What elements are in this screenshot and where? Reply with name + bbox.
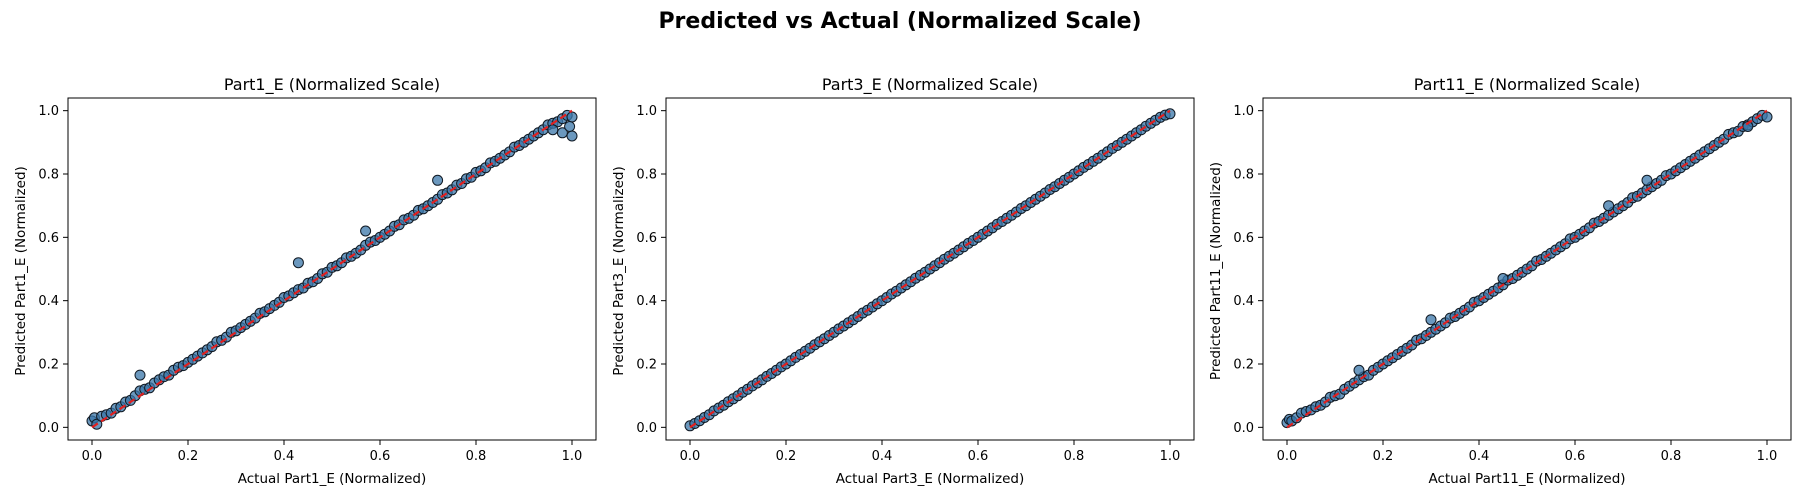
y-tick-label: 1.0 [1233, 104, 1254, 119]
x-axis-label: Actual Part11_E (Normalized) [1428, 471, 1625, 487]
axes-frame [1262, 97, 1792, 441]
data-point [1603, 200, 1615, 212]
data-point [566, 130, 578, 142]
axes-frame [67, 97, 597, 441]
data-point [292, 257, 304, 269]
y-axis-label: Predicted Part11_E (Normalized) [1208, 162, 1224, 380]
x-tick-label: 0.4 [1469, 449, 1490, 464]
subplot-part1: Part1_E (Normalized Scale) Actual Part1_… [13, 75, 597, 487]
data-point [547, 124, 559, 136]
reference-line [91, 109, 573, 429]
x-tick-label: 1.0 [562, 449, 583, 464]
data-point [1761, 111, 1773, 123]
subplot-title: Part3_E (Normalized Scale) [822, 75, 1038, 95]
axes-frame [665, 97, 1195, 441]
data-point [556, 127, 568, 139]
y-tick-label: 0.8 [1233, 168, 1254, 183]
data-point [360, 225, 372, 237]
y-tick-label: 1.0 [636, 104, 657, 119]
x-tick-label: 0.6 [968, 449, 989, 464]
subplot-title: Part1_E (Normalized Scale) [224, 75, 440, 95]
y-tick-label: 0.0 [1233, 421, 1254, 436]
y-tick-label: 0.4 [636, 294, 657, 309]
x-tick-label: 0.4 [872, 449, 893, 464]
reference-line [689, 109, 1171, 429]
data-point [1353, 364, 1365, 376]
y-tick-label: 0.6 [38, 231, 59, 246]
x-tick-label: 1.0 [1757, 449, 1778, 464]
figure-title: Predicted vs Actual (Normalized Scale) [658, 9, 1141, 34]
x-tick-label: 0.6 [370, 449, 391, 464]
x-tick-label: 0.4 [274, 449, 295, 464]
x-axis-label: Actual Part3_E (Normalized) [836, 471, 1025, 487]
x-tick-label: 0.0 [82, 449, 103, 464]
x-tick-label: 1.0 [1160, 449, 1181, 464]
y-axis-label: Predicted Part1_E (Normalized) [13, 166, 29, 376]
subplot-part3: Part3_E (Normalized Scale) Actual Part3_… [611, 75, 1195, 487]
data-point [1425, 314, 1437, 326]
y-tick-label: 0.0 [636, 421, 657, 436]
x-tick-label: 0.2 [1373, 449, 1394, 464]
reference-line [1286, 109, 1768, 429]
y-axis-label: Predicted Part3_E (Normalized) [611, 166, 627, 376]
data-point [432, 174, 444, 186]
y-tick-label: 0.8 [38, 168, 59, 183]
x-tick-label: 0.8 [466, 449, 487, 464]
x-tick-label: 0.0 [680, 449, 701, 464]
data-point [564, 121, 576, 132]
y-tick-label: 0.4 [38, 294, 59, 309]
y-tick-label: 0.4 [1233, 294, 1254, 309]
x-tick-label: 0.6 [1565, 449, 1586, 464]
data-point [1641, 174, 1653, 186]
data-point [134, 369, 146, 381]
data-point [1742, 121, 1754, 132]
subplot-title: Part11_E (Normalized Scale) [1414, 75, 1641, 95]
y-tick-label: 0.2 [38, 358, 59, 373]
data-point [566, 111, 578, 123]
y-tick-label: 0.2 [636, 358, 657, 373]
y-tick-label: 0.0 [38, 421, 59, 436]
x-tick-label: 0.8 [1661, 449, 1682, 464]
y-tick-label: 0.8 [636, 168, 657, 183]
x-axis-label: Actual Part1_E (Normalized) [238, 471, 427, 487]
y-tick-label: 0.6 [636, 231, 657, 246]
subplot-part11: Part11_E (Normalized Scale) Actual Part1… [1208, 75, 1792, 487]
x-tick-label: 0.0 [1277, 449, 1298, 464]
x-tick-label: 0.2 [178, 449, 199, 464]
data-point [1497, 273, 1509, 284]
y-tick-label: 0.2 [1233, 358, 1254, 373]
y-tick-label: 1.0 [38, 104, 59, 119]
y-tick-label: 0.6 [1233, 231, 1254, 246]
x-tick-label: 0.2 [776, 449, 797, 464]
data-point [1164, 108, 1176, 120]
x-tick-label: 0.8 [1064, 449, 1085, 464]
